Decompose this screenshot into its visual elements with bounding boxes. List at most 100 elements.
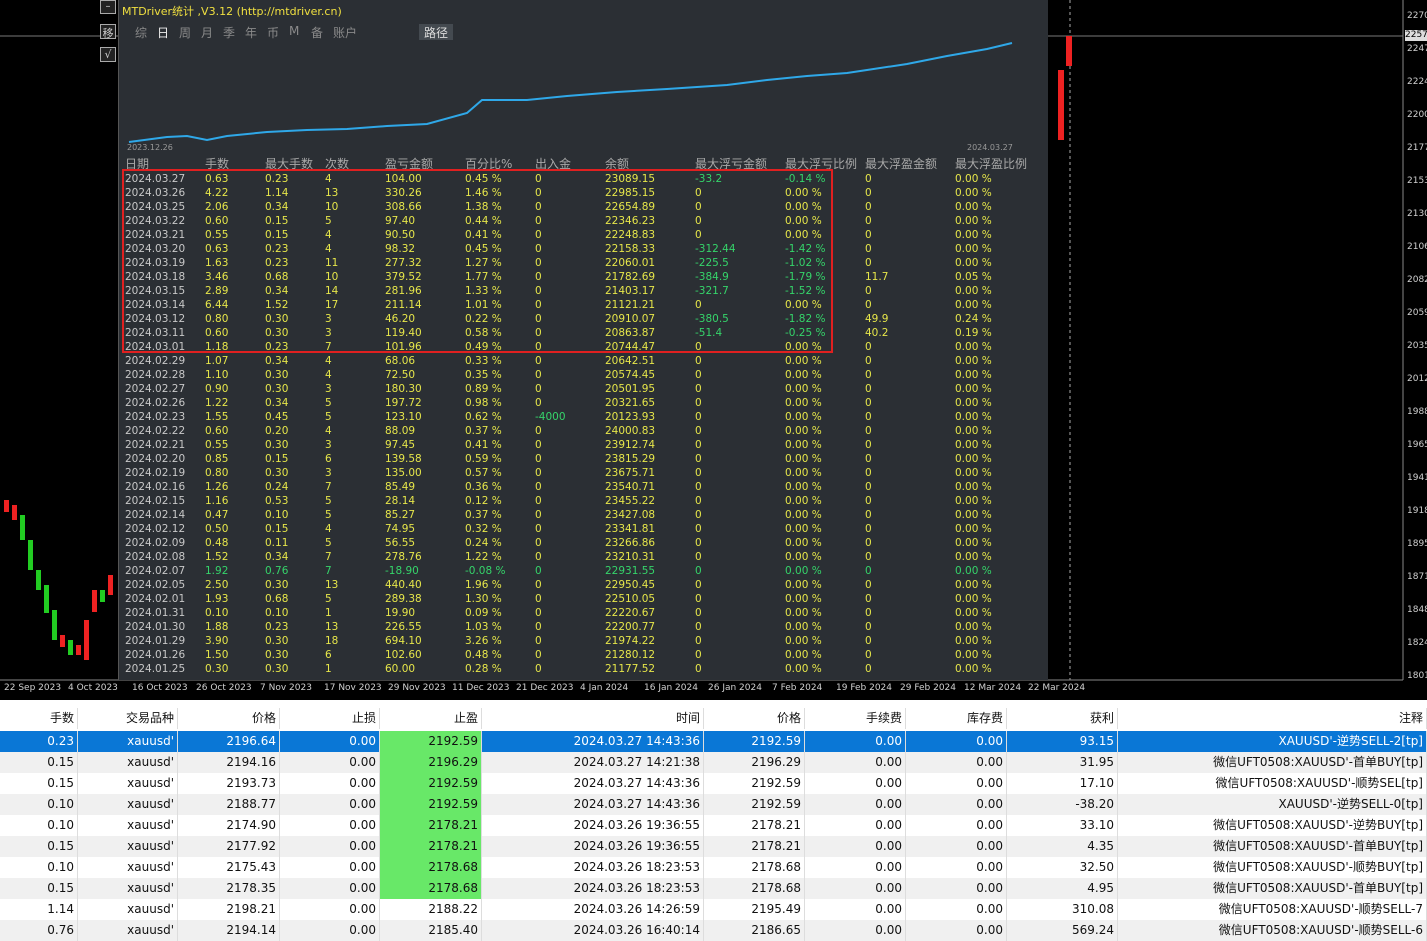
stats-cell: 0 <box>695 565 702 577</box>
stats-cell: 0 <box>865 621 872 633</box>
trade-cell: 0.00 <box>280 899 380 920</box>
time-label: 12 Mar 2024 <box>964 683 1022 693</box>
stats-cell: 0.15 <box>265 215 289 227</box>
trade-cell: 2192.59 <box>380 731 482 752</box>
stats-cell: 85.49 <box>385 481 416 493</box>
trade-cell: 0.00 <box>280 878 380 899</box>
stats-cell: 0.28 % <box>465 663 502 675</box>
stats-cell: 0 <box>695 537 702 549</box>
tab[interactable]: 币 <box>267 26 280 40</box>
tab[interactable]: 日 <box>157 26 170 40</box>
trade-row[interactable]: 0.76 xauusd' 2194.14 0.00 2185.40 2024.03.26 … <box>0 920 1427 941</box>
stats-cell: 0 <box>865 201 872 213</box>
stats-cell: 2024.02.07 <box>125 565 186 577</box>
stats-cell: 0.00 % <box>785 579 822 591</box>
trade-cell: 2024.03.27 14:43:36 <box>482 794 704 815</box>
trade-cell: 2195.49 <box>704 899 805 920</box>
stats-cell: 379.52 <box>385 271 422 283</box>
tab[interactable]: 周 <box>179 26 192 40</box>
stats-cell: 104.00 <box>385 173 422 185</box>
stats-cell: 0 <box>535 579 542 591</box>
stats-cell: 0 <box>695 495 702 507</box>
tab[interactable]: 月 <box>201 26 214 40</box>
tab[interactable]: 综 <box>135 26 148 40</box>
side-button[interactable]: 移 <box>100 24 116 40</box>
trade-cell: 0.00 <box>805 752 906 773</box>
stats-cell: 0.60 <box>205 327 229 339</box>
stats-cell: 211.14 <box>385 299 422 311</box>
stats-cell: 0.30 <box>265 635 289 647</box>
stats-cell: 0 <box>695 593 702 605</box>
stats-cell: 4 <box>325 243 332 255</box>
stats-cell: 14 <box>325 285 339 297</box>
trade-cell: 2024.03.27 14:43:36 <box>482 773 704 794</box>
tab[interactable]: 季 <box>223 26 236 40</box>
stats-cell: 1.10 <box>205 369 229 381</box>
stats-cell: 2024.01.31 <box>125 607 186 619</box>
stats-cell: 5 <box>325 397 332 409</box>
stats-cell: 0.00 % <box>955 355 992 367</box>
stats-cell: 0 <box>695 201 702 213</box>
trade-cell: 2194.16 <box>178 752 280 773</box>
side-button[interactable]: √ <box>100 47 116 62</box>
trade-cell: 0.00 <box>805 773 906 794</box>
column-header: 最大浮盈金额 <box>865 157 938 171</box>
stats-cell: 278.76 <box>385 551 422 563</box>
stats-cell: 0 <box>865 579 872 591</box>
stats-cell: -1.42 % <box>785 243 826 255</box>
stats-cell: 440.40 <box>385 579 422 591</box>
tab[interactable]: 年 <box>245 26 258 40</box>
stats-cell: 0.30 <box>265 327 289 339</box>
stats-cell: 1.18 <box>205 341 229 353</box>
trade-row[interactable]: 0.15 xauusd' 2177.92 0.00 2178.21 2024.03.26 … <box>0 836 1427 857</box>
stats-cell: 23455.22 <box>605 495 656 507</box>
stats-cell: -384.9 <box>695 271 729 283</box>
stats-cell: 0.00 % <box>955 411 992 423</box>
price-label: 1965 <box>1407 440 1427 450</box>
stats-cell: 2024.01.25 <box>125 663 186 675</box>
trade-row[interactable]: 0.15 xauusd' 2193.73 0.00 2192.59 2024.03.27 … <box>0 773 1427 794</box>
stats-cell: 0.00 % <box>955 383 992 395</box>
stats-cell: 0.68 <box>265 271 289 283</box>
side-button[interactable]: – <box>100 0 116 14</box>
trade-cell: 569.24 <box>1007 920 1118 941</box>
stats-cell: 0.00 % <box>955 551 992 563</box>
trade-row[interactable]: 0.10 xauusd' 2174.90 0.00 2178.21 2024.03.26 … <box>0 815 1427 836</box>
stats-cell: 0 <box>865 383 872 395</box>
trade-row[interactable]: 0.15 xauusd' 2178.35 0.00 2178.68 2024.03.26 … <box>0 878 1427 899</box>
trade-cell: XAUUSD'-逆势SELL-2[tp] <box>1118 731 1427 752</box>
trade-row[interactable]: 1.14 xauusd' 2198.21 0.00 2188.22 2024.03.26 … <box>0 899 1427 920</box>
stats-cell: 0.00 % <box>785 439 822 451</box>
column-header: 交易品种 <box>78 708 178 729</box>
trade-cell: 微信UFT0508:XAUUSD'-首单BUY[tp] <box>1118 752 1427 773</box>
trade-row[interactable]: 0.23 xauusd' 2196.64 0.00 2192.59 2024.03.27 … <box>0 731 1427 752</box>
stats-cell: 0.24 <box>265 481 289 493</box>
trade-cell: 0.00 <box>805 836 906 857</box>
stats-cell: 0 <box>695 551 702 563</box>
path-button[interactable]: 路径 <box>419 24 453 40</box>
stats-cell: 0 <box>695 439 702 451</box>
tab[interactable]: 备 <box>311 26 324 40</box>
trade-cell: 0.00 <box>805 815 906 836</box>
stats-cell: 0 <box>695 383 702 395</box>
stats-cell: 2024.03.19 <box>125 257 186 269</box>
stats-cell: 0 <box>695 397 702 409</box>
stats-cell: 0.30 <box>265 383 289 395</box>
stats-cell: 0.00 % <box>955 257 992 269</box>
stats-cell: 0.00 % <box>785 565 822 577</box>
stats-cell: 0.00 % <box>785 593 822 605</box>
time-label: 4 Jan 2024 <box>580 683 629 693</box>
trade-cell: 2178.68 <box>380 857 482 878</box>
stats-cell: 23912.74 <box>605 439 656 451</box>
trade-row[interactable]: 0.10 xauusd' 2175.43 0.00 2178.68 2024.03.26 … <box>0 857 1427 878</box>
trade-cell: 4.35 <box>1007 836 1118 857</box>
stats-cell: 21974.22 <box>605 635 656 647</box>
stats-cell: 0 <box>535 173 542 185</box>
tab[interactable]: M <box>289 24 300 38</box>
trade-row[interactable]: 0.15 xauusd' 2194.16 0.00 2196.29 2024.03.27 … <box>0 752 1427 773</box>
stats-cell: 0.76 <box>265 565 289 577</box>
stats-cell: 0 <box>865 411 872 423</box>
trade-row[interactable]: 0.10 xauusd' 2188.77 0.00 2192.59 2024.03.27 … <box>0 794 1427 815</box>
tab[interactable]: 账户 <box>333 26 358 40</box>
stats-cell: 20574.45 <box>605 369 656 381</box>
